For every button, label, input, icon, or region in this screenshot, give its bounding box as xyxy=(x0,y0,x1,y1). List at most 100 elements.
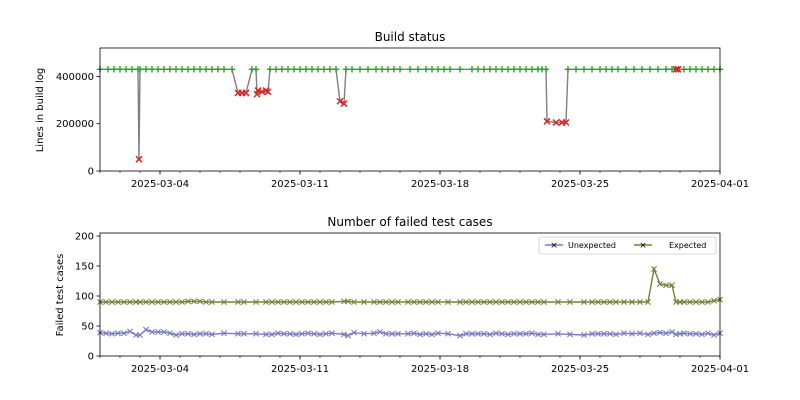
failed-tests-x-tick-label: 2025-03-18 xyxy=(411,364,469,375)
expected-point xyxy=(463,299,469,305)
expected-point xyxy=(395,299,401,305)
unexpected-point xyxy=(389,330,395,337)
unexpected-point xyxy=(681,330,687,337)
build-pass-marker xyxy=(698,66,706,73)
unexpected-point xyxy=(601,330,607,337)
unexpected-point xyxy=(405,330,411,337)
expected-point xyxy=(149,299,155,305)
expected-point xyxy=(197,298,203,305)
unexpected-point xyxy=(435,330,441,337)
build-pass-marker xyxy=(378,66,386,73)
expected-point xyxy=(457,299,463,305)
expected-point xyxy=(275,299,281,305)
unexpected-point xyxy=(411,330,417,337)
build-pass-marker xyxy=(510,66,518,73)
expected-point xyxy=(417,299,423,305)
build-pass-marker xyxy=(348,66,356,73)
build-pass-marker xyxy=(704,66,712,73)
unexpected-point xyxy=(693,330,699,337)
unexpected-point xyxy=(475,330,481,337)
unexpected-point xyxy=(607,330,613,337)
unexpected-point xyxy=(541,331,547,338)
build-pass-marker xyxy=(572,66,580,73)
expected-point xyxy=(669,282,675,289)
build-pass-marker xyxy=(356,66,364,73)
unexpected-point xyxy=(149,329,155,335)
expected-point xyxy=(699,299,705,305)
build-pass-marker xyxy=(434,66,442,73)
failed-tests-y-tick-label: 150 xyxy=(75,262,94,273)
build-pass-marker xyxy=(654,66,662,73)
unexpected-point xyxy=(621,330,627,337)
legend-unexpected-label: Unexpected xyxy=(568,241,616,250)
expected-point xyxy=(529,299,535,305)
expected-point xyxy=(377,299,383,305)
expected-point xyxy=(103,299,109,305)
build-status-x-tick-label: 2025-03-04 xyxy=(131,179,189,190)
build-status-ylabel: Lines in build log xyxy=(35,68,46,153)
build-fail-marker xyxy=(336,97,344,105)
expected-point xyxy=(705,299,711,305)
expected-point xyxy=(185,298,191,305)
unexpected-point xyxy=(523,330,529,337)
unexpected-point xyxy=(613,331,619,338)
build-pass-marker xyxy=(390,66,398,73)
unexpected-point xyxy=(687,330,693,337)
expected-point xyxy=(209,299,215,305)
build-pass-marker xyxy=(332,66,340,73)
expected-point xyxy=(121,299,127,305)
build-pass-marker xyxy=(308,66,316,73)
expected-point xyxy=(161,299,167,305)
build-pass-marker xyxy=(122,66,130,73)
expected-point xyxy=(499,299,505,305)
build-pass-marker xyxy=(266,66,274,73)
unexpected-point xyxy=(567,331,573,338)
build-pass-marker xyxy=(528,66,536,73)
unexpected-point xyxy=(161,329,167,335)
build-pass-marker xyxy=(522,66,530,73)
expected-point xyxy=(191,298,197,305)
build-pass-marker xyxy=(602,66,610,73)
expected-point xyxy=(287,299,293,305)
unexpected-point xyxy=(281,330,287,337)
expected-point xyxy=(693,299,699,305)
unexpected-point xyxy=(299,330,305,337)
expected-point xyxy=(305,299,311,305)
expected-point xyxy=(469,299,475,305)
expected-point xyxy=(629,299,635,305)
unexpected-point xyxy=(185,330,191,337)
build-pass-marker xyxy=(422,66,430,73)
unexpected-point xyxy=(589,330,595,337)
expected-point xyxy=(687,299,693,305)
build-pass-marker xyxy=(542,66,550,73)
build-pass-marker xyxy=(320,66,328,73)
build-pass-marker xyxy=(116,66,124,73)
build-pass-marker xyxy=(646,66,654,73)
unexpected-point xyxy=(311,330,317,337)
build-pass-marker xyxy=(668,66,676,73)
unexpected-point xyxy=(103,330,109,337)
build-status-y-tick-label: 400000 xyxy=(56,72,94,83)
unexpected-point xyxy=(109,330,115,337)
unexpected-point xyxy=(275,330,281,337)
expected-point xyxy=(535,299,541,305)
legend-unexpected-marker: × xyxy=(550,241,558,251)
expected-point xyxy=(143,299,149,305)
expected-point xyxy=(109,299,115,305)
unexpected-point xyxy=(469,330,475,337)
unexpected-point xyxy=(699,331,705,338)
unexpected-point xyxy=(711,332,717,338)
unexpected-point xyxy=(423,330,429,337)
unexpected-point xyxy=(663,330,669,337)
unexpected-point xyxy=(121,330,127,337)
unexpected-point xyxy=(463,330,469,337)
expected-point xyxy=(179,299,185,305)
expected-point xyxy=(235,299,241,305)
expected-point xyxy=(637,299,643,305)
unexpected-point xyxy=(445,330,451,337)
unexpected-point xyxy=(143,326,149,333)
failed-tests-ylabel: Failed test cases xyxy=(55,254,66,337)
expected-point xyxy=(581,299,587,305)
build-pass-marker xyxy=(208,66,216,73)
